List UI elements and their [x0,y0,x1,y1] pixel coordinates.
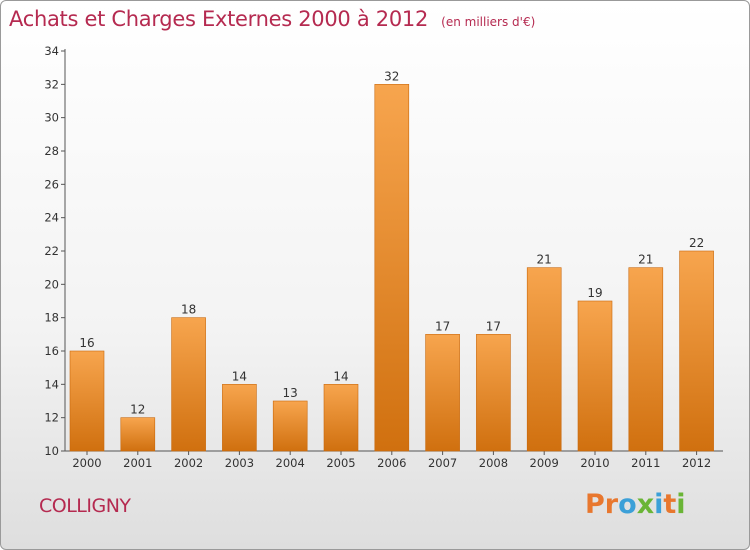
x-tick-label: 2006 [377,456,406,470]
value-labels: 16 12 18 14 13 14 32 17 17 21 19 21 22 [79,69,704,416]
value-label: 19 [587,286,602,300]
brand-letter: i [654,489,664,520]
x-tick-label: 2005 [326,456,355,470]
bar [171,317,206,452]
bar [628,267,664,452]
brand-letter: P [585,489,605,520]
value-label: 12 [130,403,145,417]
y-tick-label: 32 [44,77,59,91]
bar [69,350,105,452]
brand-letter: x [636,489,655,520]
bar [323,384,359,452]
y-tick-label: 14 [44,377,59,391]
chart-subtitle: (en milliers d'€) [441,15,536,29]
y-tick-label: 26 [44,177,59,191]
bar [526,267,562,452]
x-tick-label: 2003 [225,456,254,470]
location-name: COLLIGNY [39,495,131,517]
x-tick-label: 2007 [428,456,457,470]
bar [425,334,460,452]
x-tick-label: 2012 [682,456,711,470]
bar [222,384,257,452]
title-line: Achats et Charges Externes 2000 à 2012 (… [9,7,535,31]
bar [272,400,308,452]
bars [69,84,714,452]
bar [476,334,511,452]
x-tick-label: 2009 [530,456,559,470]
axes: 10 12 14 16 18 20 22 24 26 28 30 32 34 2000 2001 2002 20… [44,44,723,470]
y-tick-label: 20 [44,277,59,291]
x-tick-label: 2000 [72,456,101,470]
bar [679,250,714,452]
x-tick-label: 2002 [174,456,203,470]
x-tick-label: 2001 [123,456,152,470]
value-label: 14 [232,369,247,383]
value-label: 21 [537,253,552,267]
bar [577,300,613,452]
y-tick-label: 30 [44,111,59,125]
brand-letter: i [676,489,686,520]
value-label: 17 [435,319,450,333]
value-label: 18 [181,303,196,317]
bar [374,84,410,452]
y-tick-label: 18 [44,311,59,325]
y-tick-label: 24 [44,211,59,225]
x-tick-label: 2010 [580,456,609,470]
y-tick-label: 10 [44,444,59,458]
value-label: 16 [79,336,94,350]
y-tick-label: 28 [44,144,59,158]
x-tick-label: 2011 [631,456,660,470]
y-tick-label: 22 [44,244,59,258]
brand-letter: t [663,489,677,520]
x-tick-label: 2004 [276,456,305,470]
value-label: 17 [486,319,501,333]
bar [120,417,156,452]
brand-letter: r [604,489,619,520]
brand-logo[interactable]: Proxiti [585,489,686,520]
y-tick-label: 34 [44,44,59,58]
value-label: 14 [333,369,348,383]
chart-title: Achats et Charges Externes 2000 à 2012 [9,7,429,31]
value-label: 21 [638,253,653,267]
brand-letter: o [618,489,637,520]
value-label: 22 [689,236,704,250]
value-label: 13 [283,386,298,400]
y-tick-label: 16 [44,344,59,358]
y-tick-label: 12 [44,411,59,425]
value-label: 32 [384,69,399,83]
x-tick-label: 2008 [479,456,508,470]
